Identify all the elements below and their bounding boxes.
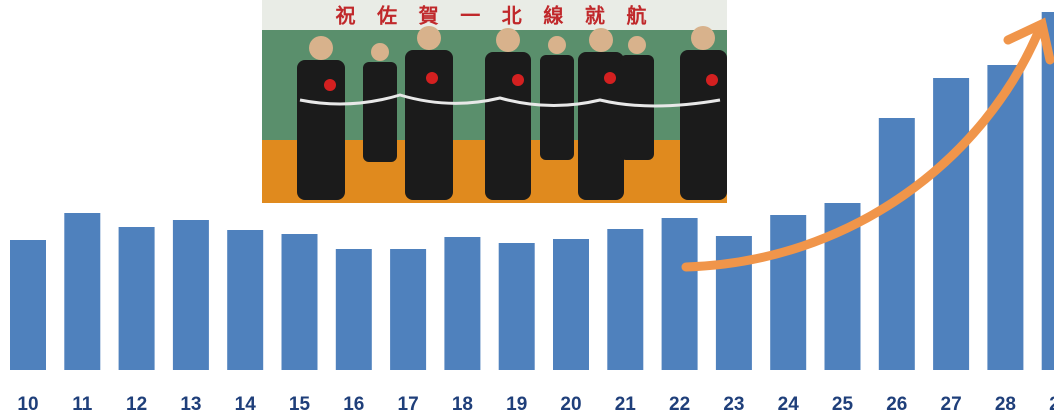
x-tick-label: 12 (126, 394, 147, 415)
x-tick-label: 26 (886, 394, 907, 415)
category-labels: 10 11 12 13 14 15 16 17 18 19 20 21 22 23 24 25 26 27 28 29 (17, 394, 1054, 415)
x-tick-label: 28 (995, 394, 1016, 415)
bar (390, 249, 427, 370)
x-tick-label: 18 (452, 394, 473, 415)
bar (227, 230, 264, 370)
x-tick-label: 10 (17, 394, 38, 415)
bar (607, 229, 644, 370)
x-tick-label: 13 (180, 394, 201, 415)
trend-arrow (681, 17, 1054, 272)
x-tick-label: 22 (669, 394, 690, 415)
x-tick-label: 11 (72, 394, 93, 415)
bars (10, 12, 1054, 370)
x-tick-label: 20 (560, 394, 581, 415)
bar (118, 227, 155, 370)
bar (933, 78, 970, 370)
bar (1041, 12, 1054, 370)
bar (498, 243, 535, 370)
bar (661, 218, 698, 370)
x-tick-label: 15 (289, 394, 311, 415)
x-tick-label: 16 (343, 394, 364, 415)
bar (64, 213, 101, 370)
bar (878, 118, 915, 370)
bar (10, 240, 46, 370)
x-tick-label: 14 (235, 394, 257, 415)
x-tick-label: 23 (723, 394, 744, 415)
x-tick-label: 29 (1049, 394, 1054, 415)
x-tick-label: 17 (398, 394, 419, 415)
x-tick-label: 24 (778, 394, 800, 415)
x-tick-label: 21 (615, 394, 637, 415)
photo: 祝 佐 賀 一 北 線 就 航 (262, 0, 727, 203)
x-tick-label: 25 (832, 394, 854, 415)
bar (444, 237, 481, 370)
bar (281, 234, 318, 370)
bar (553, 239, 589, 370)
bar (335, 249, 372, 370)
bar (770, 215, 807, 370)
photo-banner: 祝 佐 賀 一 北 線 就 航 (336, 3, 655, 27)
bar (172, 220, 209, 370)
x-tick-label: 27 (941, 394, 962, 415)
x-tick-label: 19 (506, 394, 527, 415)
